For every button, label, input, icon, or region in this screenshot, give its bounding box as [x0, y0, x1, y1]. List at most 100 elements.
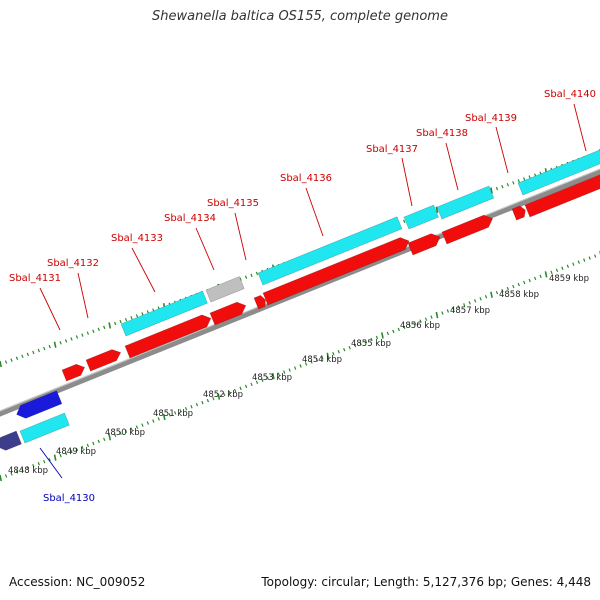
minor-tick: [92, 441, 95, 446]
minor-tick: [441, 311, 444, 315]
minor-tick: [239, 386, 242, 391]
minor-tick: [528, 278, 531, 283]
minor-tick: [304, 362, 308, 366]
gene-sbal-4138-shape: [436, 185, 495, 220]
minor-tick: [392, 329, 395, 334]
minor-tick: [299, 364, 302, 368]
minor-tick: [250, 382, 253, 387]
minor-tick: [4, 474, 8, 478]
minor-tick: [141, 312, 144, 316]
minor-tick: [539, 274, 542, 279]
minor-tick: [343, 347, 346, 352]
minor-tick: [239, 277, 242, 281]
scale-label-8: 4856 kbp: [400, 321, 440, 331]
minor-tick: [70, 449, 73, 454]
minor-tick: [479, 297, 482, 301]
minor-tick: [501, 288, 504, 293]
minor-tick: [353, 343, 357, 348]
minor-tick: [184, 407, 188, 411]
minor-tick: [233, 388, 237, 393]
gene-sbal-4140: [517, 148, 600, 196]
minor-tick: [561, 266, 564, 270]
minor-tick: [484, 295, 488, 299]
gene-sbal-4134-shape: [205, 276, 245, 303]
minor-tick: [135, 425, 139, 429]
gene-sbal-4130: [19, 412, 70, 444]
gene-sbal-4138: [436, 185, 495, 220]
label-sbal-4135: Sbal_4135: [207, 198, 259, 209]
minor-tick: [506, 183, 510, 187]
minor-tick: [32, 464, 35, 468]
minor-tick: [408, 323, 411, 327]
cds-sbal-4136-shape: [262, 237, 410, 306]
label-sbal-4139: Sbal_4139: [465, 113, 517, 124]
minor-tick: [32, 350, 35, 355]
minor-tick: [59, 341, 62, 345]
minor-tick: [26, 466, 30, 470]
gene-sbal-4136-shape: [257, 216, 403, 286]
minor-tick: [157, 417, 160, 421]
cds-sbal-4138-shape: [441, 214, 494, 245]
inner-tick-track: [0, 251, 600, 482]
minor-tick: [173, 411, 177, 415]
scale-label-11: 4859 kbp: [549, 274, 589, 284]
leader-sbal-4134: [195, 227, 215, 271]
minor-tick: [70, 337, 73, 341]
gene-sbal-4130-shape: [19, 412, 70, 444]
leader-sbal-4135: [234, 212, 247, 261]
minor-tick: [86, 331, 90, 335]
minor-tick: [403, 325, 406, 330]
scale-label-9: 4857 kbp: [450, 306, 490, 316]
minor-tick: [113, 433, 117, 437]
minor-tick: [506, 286, 510, 291]
minor-tick: [255, 380, 259, 385]
minor-tick: [517, 179, 520, 183]
gene-sbal-4133-shape: [120, 290, 208, 337]
label-sbal-4138: Sbal_4138: [416, 128, 468, 139]
gene-sbal-4137: [403, 204, 439, 230]
minor-tick: [452, 307, 455, 311]
minor-tick: [359, 341, 362, 346]
minor-tick: [124, 317, 128, 322]
minor-tick: [146, 421, 150, 425]
topology-text: Topology: circular; Length: 5,127,376 bp…: [261, 575, 591, 589]
minor-tick: [495, 186, 499, 191]
major-tick: [53, 454, 57, 461]
major-tick: [435, 206, 439, 213]
leader-sbal-4139: [495, 126, 509, 174]
cds-sbal-4131-shape: [61, 363, 86, 382]
minor-tick: [386, 331, 390, 336]
minor-tick: [321, 356, 324, 360]
minor-tick: [577, 260, 580, 264]
major-tick: [490, 187, 493, 194]
minor-tick: [37, 348, 40, 353]
minor-tick: [81, 445, 84, 450]
major-tick: [108, 434, 112, 441]
cds-sbal-4136: [262, 237, 410, 306]
minor-tick: [10, 358, 13, 362]
minor-tick: [315, 358, 319, 362]
minor-tick: [446, 309, 450, 313]
minor-tick: [130, 427, 133, 431]
minor-tick: [179, 409, 182, 413]
minor-tick: [523, 280, 526, 285]
major-tick: [217, 393, 221, 400]
minor-tick: [15, 470, 19, 474]
minor-tick: [228, 390, 231, 395]
minor-tick: [364, 339, 368, 344]
cds-sbal-4137-shape: [407, 233, 441, 256]
major-tick: [108, 322, 112, 329]
minor-tick: [370, 337, 373, 342]
minor-tick: [550, 270, 553, 275]
accession-text: Accession: NC_009052: [9, 575, 146, 589]
minor-tick: [403, 219, 406, 224]
cds-sbal-4140-shape: [524, 173, 600, 218]
minor-tick: [293, 366, 297, 370]
minor-tick: [244, 275, 248, 279]
cds-sbal-4140: [524, 173, 600, 218]
minor-tick: [92, 329, 95, 333]
scale-label-6: 4854 kbp: [302, 355, 342, 365]
cds-sbal-4131: [61, 363, 86, 382]
minor-tick: [119, 431, 122, 435]
